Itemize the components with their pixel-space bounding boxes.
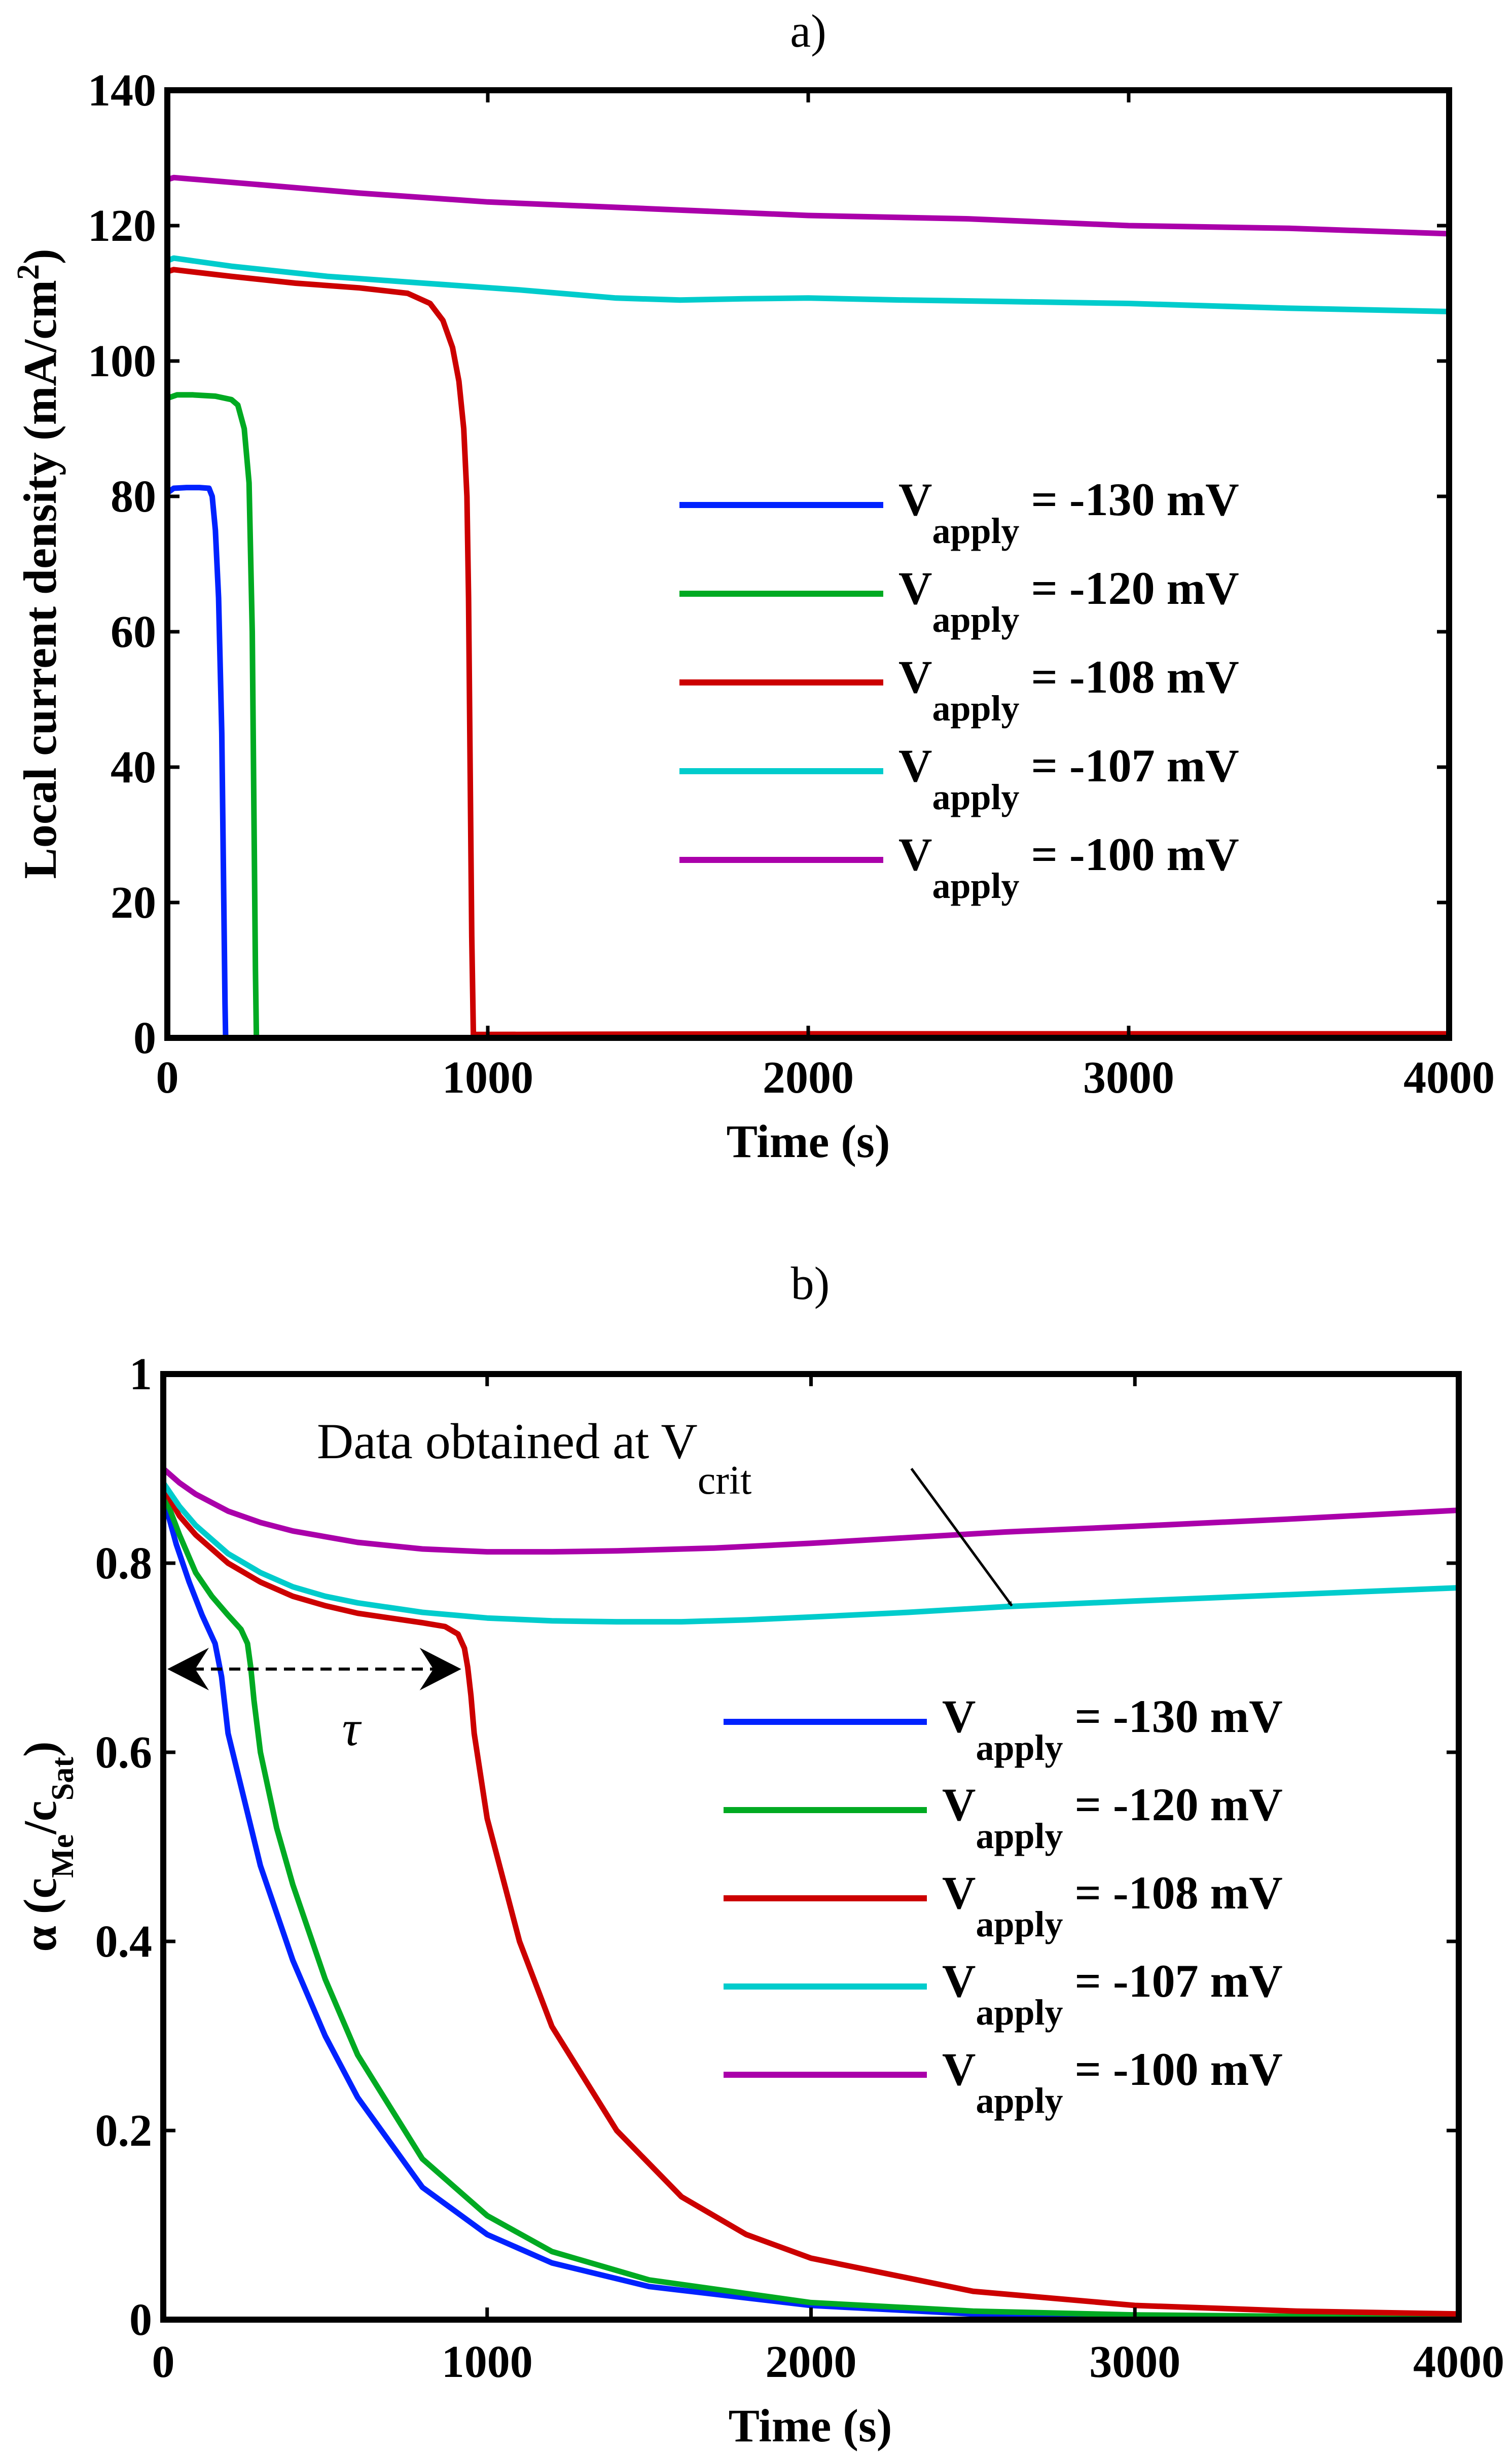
y-tick-label: 60	[111, 607, 156, 657]
chart-a-y-tick-labels: 0 20 40 60 80 100 120 140	[88, 65, 156, 1063]
x-tick-label: 2000	[766, 2337, 857, 2387]
chart-a-ticks	[165, 88, 1451, 1040]
chart-a-title: a)	[790, 5, 826, 57]
x-tick-label: 3000	[1089, 2337, 1180, 2387]
chart-a-x-tick-labels: 0 1000 2000 3000 4000	[156, 1053, 1495, 1103]
legend-label: Vapply = -100 mV	[942, 2043, 1283, 2121]
x-tick-label: 2000	[763, 1053, 854, 1103]
legend-item: Vapply = -108 mV	[679, 651, 1239, 729]
chart-b-plot-frame	[160, 1371, 1462, 2323]
series-line-120mv	[164, 392, 1452, 1041]
x-tick-label: 1000	[442, 1053, 533, 1103]
legend-label: Vapply = -100 mV	[898, 828, 1239, 906]
vcrit-annotation-sub: crit	[698, 1458, 752, 1503]
series-line-130mv	[160, 1494, 1462, 2322]
legend-item: Vapply = -100 mV	[679, 828, 1239, 906]
series-line-107mv	[164, 255, 1452, 314]
legend-label: Vapply = -130 mV	[898, 474, 1239, 551]
chart-b-x-axis-label: Time (s)	[729, 2400, 892, 2451]
y-tick-label: 40	[111, 742, 156, 792]
chart-a-current-density: a) 0 1000 2000 3000 4000 020406080100120140 …	[11, 5, 1495, 1167]
legend-item: Vapply = -107 mV	[724, 1955, 1283, 2033]
chart-a-y-axis-label: Local current density (mA/cm2)	[11, 249, 66, 879]
chart-b-legend: Vapply = -130 mV Vapply = -120 mV Vapply =…	[724, 1690, 1283, 2121]
x-tick-label: 4000	[1403, 1053, 1495, 1103]
chart-a-series-group	[164, 174, 1452, 1041]
x-tick-label: 3000	[1083, 1053, 1174, 1103]
y-tick-label: 0.8	[95, 1538, 153, 1589]
tau-label: τ	[342, 1700, 362, 1756]
series-line-100mv	[160, 1466, 1462, 1555]
legend-item: Vapply = -130 mV	[679, 474, 1239, 551]
y-tick-label: 140	[88, 65, 156, 116]
series-line-130mv	[164, 485, 1452, 1041]
x-tick-label: 1000	[442, 2337, 533, 2387]
y-tick-label: 100	[88, 336, 156, 386]
vcrit-annotation-text: Data obtained at Vcrit	[317, 1413, 751, 1503]
y-tick-label: 20	[111, 878, 156, 928]
legend-item: Vapply = -108 mV	[724, 1867, 1283, 1944]
series-line-108mv	[160, 1485, 1462, 2317]
series-line-108mv	[164, 267, 1452, 1037]
legend-item: Vapply = -107 mV	[679, 740, 1239, 817]
legend-label: Vapply = -130 mV	[942, 1690, 1283, 1768]
legend-item: Vapply = -130 mV	[724, 1690, 1283, 1768]
chart-b-title: b)	[791, 1257, 830, 1309]
tau-arrowhead-left	[167, 1647, 209, 1690]
y-tick-label: 80	[111, 472, 156, 522]
y-tick-label: 0.6	[95, 1727, 153, 1778]
chart-b-y-axis-label: α (cMe/cSat)	[14, 1741, 80, 1952]
chart-b-y-tick-labels: 0 0.2 0.4 0.6 0.8 1	[95, 1349, 153, 2345]
series-line-107mv	[160, 1480, 1462, 1625]
x-tick-label: 0	[156, 1053, 179, 1103]
y-tick-label: 0	[129, 2295, 152, 2345]
tau-arrowhead-right	[419, 1647, 461, 1690]
chart-b-x-tick-labels: 0 1000 2000 3000 4000	[152, 2337, 1505, 2387]
legend-item: Vapply = -120 mV	[724, 1779, 1283, 1856]
legend-item: Vapply = -100 mV	[724, 2043, 1283, 2121]
chart-b-series-group	[160, 1466, 1462, 2322]
chart-a-x-axis-label: Time (s)	[727, 1115, 890, 1167]
legend-label: Vapply = -108 mV	[898, 651, 1239, 729]
chart-a-plot-frame	[164, 87, 1452, 1041]
series-line-100mv	[164, 174, 1452, 237]
chart-a-y-axis-label-sup: 2	[11, 264, 46, 280]
x-tick-label: 4000	[1413, 2337, 1504, 2387]
chart-a-legend: Vapply = -130 mV Vapply = -120 mV Vapply =…	[679, 474, 1239, 906]
vcrit-arrow	[910, 1468, 1013, 1607]
y-tick-label: 120	[88, 201, 156, 251]
x-tick-label: 0	[152, 2337, 175, 2387]
y-tick-label: 0.2	[95, 2106, 153, 2156]
chart-b-alpha: b) 0 1000 2000 3000 4000 0 0.2 0.4 0.6 0.8 1 Time…	[14, 1257, 1504, 2451]
legend-item: Vapply = -120 mV	[679, 562, 1239, 640]
legend-label: Vapply = -107 mV	[942, 1955, 1283, 2033]
y-tick-label: 0.4	[95, 1917, 153, 1967]
y-tick-label: 1	[129, 1349, 152, 1399]
legend-label: Vapply = -120 mV	[942, 1779, 1283, 1856]
legend-label: Vapply = -108 mV	[942, 1867, 1283, 1944]
legend-label: Vapply = -107 mV	[898, 740, 1239, 817]
chart-b-ticks	[161, 1372, 1461, 2322]
legend-label: Vapply = -120 mV	[898, 562, 1239, 640]
series-line-120mv	[160, 1489, 1462, 2321]
y-tick-label: 0	[133, 1013, 156, 1063]
